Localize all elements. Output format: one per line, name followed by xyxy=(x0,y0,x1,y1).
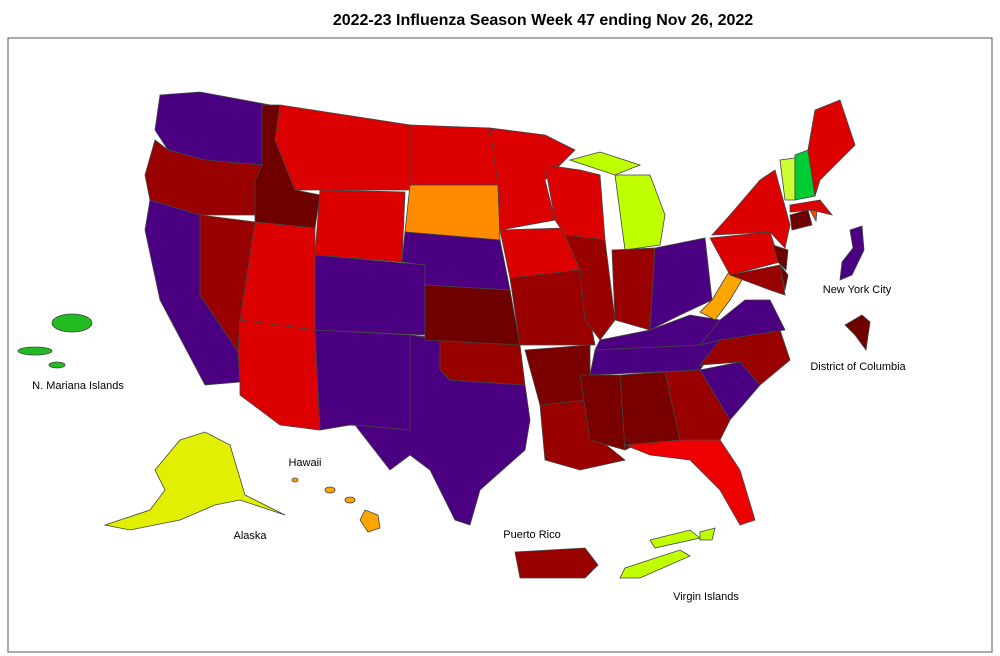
territory-label: N. Mariana Islands xyxy=(32,380,124,392)
state xyxy=(568,151,642,176)
state xyxy=(809,209,818,223)
state xyxy=(611,247,656,331)
territory xyxy=(514,547,599,579)
state xyxy=(728,264,786,296)
state xyxy=(314,189,406,263)
state xyxy=(789,209,813,231)
territory xyxy=(103,431,286,531)
state xyxy=(772,244,789,271)
state xyxy=(807,99,856,197)
state xyxy=(779,264,789,291)
territory xyxy=(51,313,93,333)
state xyxy=(314,254,426,336)
territory xyxy=(291,477,299,483)
territory-label: Hawaii xyxy=(288,457,321,469)
states xyxy=(144,91,856,526)
territory xyxy=(844,314,871,352)
state xyxy=(409,124,499,186)
territories xyxy=(17,225,871,579)
territory-label: New York City xyxy=(823,284,892,296)
state xyxy=(711,169,791,249)
state xyxy=(404,184,501,241)
state xyxy=(789,199,834,216)
territory xyxy=(359,509,381,533)
territory xyxy=(324,486,336,494)
state xyxy=(649,237,713,331)
territory-label: Virgin Islands xyxy=(673,591,739,603)
territory xyxy=(649,529,701,549)
state xyxy=(489,127,576,231)
state xyxy=(779,157,796,201)
territory xyxy=(48,361,66,369)
territory-label: District of Columbia xyxy=(810,361,906,373)
state xyxy=(509,269,596,346)
territory-label: Puerto Rico xyxy=(503,529,560,541)
state xyxy=(664,369,731,441)
state xyxy=(424,284,521,346)
state xyxy=(698,299,786,346)
map-frame xyxy=(7,37,993,653)
state xyxy=(624,439,756,526)
territory xyxy=(344,496,356,504)
state xyxy=(274,104,411,191)
state xyxy=(237,319,321,431)
territory-label: Alaska xyxy=(233,530,267,542)
territory xyxy=(839,225,865,281)
territory xyxy=(699,527,716,541)
territory xyxy=(619,549,691,579)
map-title: 2022-23 Influenza Season Week 47 ending … xyxy=(333,12,753,29)
state xyxy=(614,174,666,251)
territory xyxy=(17,346,53,356)
state xyxy=(314,329,411,431)
